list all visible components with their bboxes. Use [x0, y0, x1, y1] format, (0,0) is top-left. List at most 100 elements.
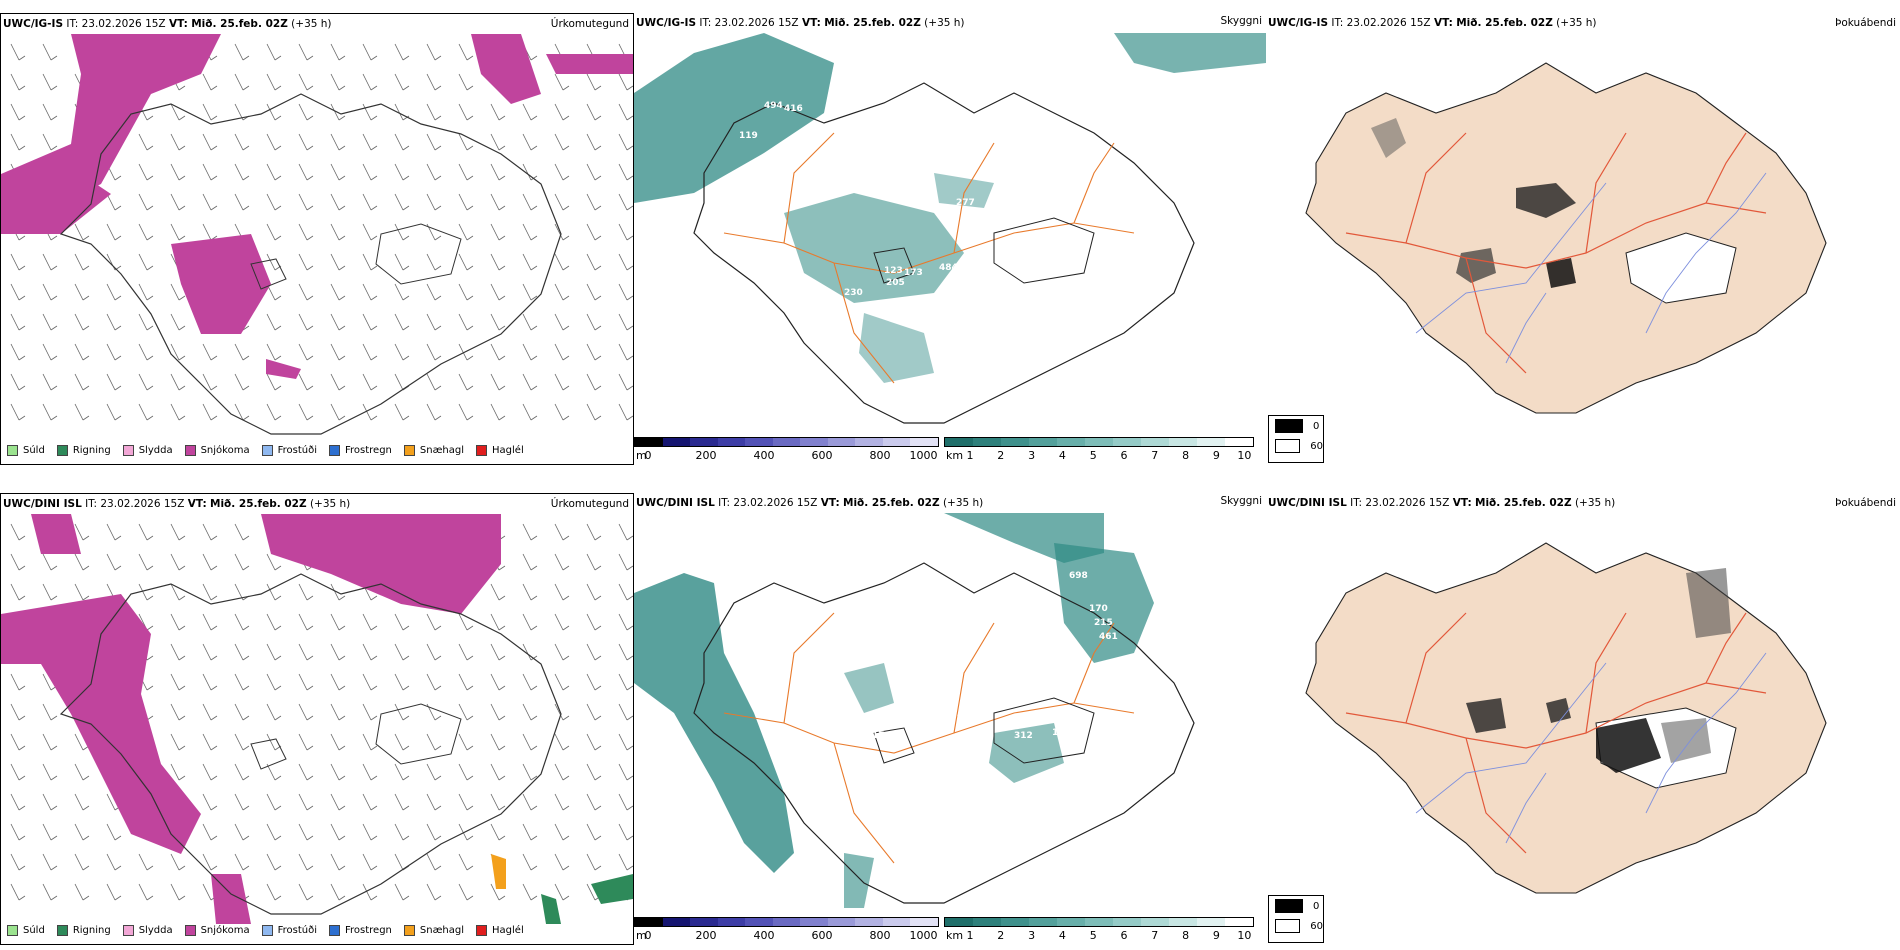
snow-area — [266, 359, 301, 379]
wind-barb — [490, 703, 506, 721]
road-network — [723, 612, 1135, 864]
wind-barb — [202, 343, 218, 361]
wind-barb — [586, 583, 602, 601]
wind-barb — [202, 223, 218, 241]
wind-barb — [10, 553, 26, 571]
wind-barb — [170, 163, 186, 181]
wind-barb — [586, 343, 602, 361]
wind-barb — [138, 163, 154, 181]
wind-barb — [170, 523, 186, 541]
wind-barb — [458, 703, 474, 721]
wind-barb — [618, 373, 633, 391]
wind-barb — [362, 343, 378, 361]
wind-barb — [266, 703, 282, 721]
wind-barb — [554, 793, 570, 811]
fog-patch — [1371, 118, 1406, 158]
wind-barb — [490, 373, 506, 391]
fog-panel-top: UWC/IG-IS IT: 23.02.2026 15Z VT: Mið. 25… — [1266, 13, 1900, 465]
colorbar-segment — [1085, 918, 1113, 926]
wind-barb — [586, 553, 602, 571]
colorbar-segment — [855, 438, 883, 446]
fog-patch — [1546, 258, 1576, 288]
wind-barb — [362, 43, 378, 61]
glacier-outline — [993, 697, 1095, 764]
colorbar-tick: 1 — [966, 449, 974, 462]
wind-barb — [202, 853, 218, 871]
wind-barb — [586, 403, 602, 421]
low-visibility-area — [1114, 33, 1266, 73]
wind-barb — [554, 643, 570, 661]
legend-swatch — [476, 924, 488, 936]
colorbar-segment — [717, 918, 746, 926]
colorbar-segment — [1225, 918, 1253, 926]
wind-barb — [330, 163, 346, 181]
legend-swatch — [56, 924, 68, 936]
wind-barb — [234, 613, 250, 631]
wind-barb — [42, 853, 58, 871]
visibility-map-bottom: 698 170 215 461 215 173 179 312 13 — [634, 513, 1195, 908]
colorbar-tick: 800 — [869, 929, 891, 942]
wind-barb — [170, 283, 186, 301]
glacier-outline — [993, 217, 1095, 284]
wind-barb — [42, 763, 58, 781]
wind-barb — [298, 853, 314, 871]
snow-area — [1, 594, 201, 854]
wind-barb — [74, 343, 90, 361]
wind-barb — [522, 763, 538, 781]
visibility-colorbar — [944, 437, 1254, 447]
legend-item: Frostregn — [329, 924, 392, 936]
wind-barb — [42, 373, 58, 391]
wind-barb — [202, 583, 218, 601]
wind-barb — [490, 343, 506, 361]
wind-barb — [618, 403, 633, 421]
wind-barb — [330, 703, 346, 721]
wind-barb — [394, 193, 410, 211]
wind-barb — [170, 643, 186, 661]
wind-barb — [490, 223, 506, 241]
wind-barb — [426, 313, 442, 331]
wind-barb — [298, 733, 314, 751]
road-network — [1345, 132, 1767, 374]
legend-item: Snæhagl — [403, 444, 464, 456]
wind-barb — [426, 643, 442, 661]
wind-barb — [10, 43, 26, 61]
wind-barb — [138, 403, 154, 421]
wind-barb — [330, 283, 346, 301]
low-visibility-area — [634, 573, 794, 873]
colorbar-segment — [1085, 438, 1113, 446]
fog-map-top — [1305, 62, 1827, 414]
wind-barb — [618, 523, 633, 541]
colorbar-segment — [690, 438, 718, 446]
wind-barb — [490, 313, 506, 331]
wind-barb — [490, 193, 506, 211]
wind-barb — [330, 613, 346, 631]
cloud-base-colorbar — [634, 917, 939, 927]
wind-barb — [394, 703, 410, 721]
legend-item: Haglél — [476, 924, 524, 936]
wind-barb — [330, 313, 346, 331]
wind-barb — [586, 733, 602, 751]
wind-barb — [586, 523, 602, 541]
wind-barb — [42, 583, 58, 601]
legend-swatch — [184, 924, 196, 936]
wind-barb — [330, 373, 346, 391]
wind-barb — [74, 253, 90, 271]
wind-barb — [522, 553, 538, 571]
wind-barb — [170, 403, 186, 421]
colorbar-segment — [910, 918, 939, 926]
wind-barb — [522, 133, 538, 151]
snow-area — [31, 514, 81, 554]
colorbar-tick: 800 — [869, 449, 891, 462]
wind-barb — [586, 73, 602, 91]
rain-area — [591, 874, 633, 904]
wind-barb — [394, 283, 410, 301]
cloud-base-colorbar — [634, 437, 939, 447]
colorbar-tick: 400 — [753, 449, 775, 462]
wind-barb — [10, 283, 26, 301]
wind-barb — [618, 103, 633, 121]
wind-barb — [618, 553, 633, 571]
legend-swatch — [1275, 439, 1301, 453]
wind-barb — [10, 313, 26, 331]
legend-item: Rigning — [56, 444, 111, 456]
colorbar-segment — [800, 918, 828, 926]
